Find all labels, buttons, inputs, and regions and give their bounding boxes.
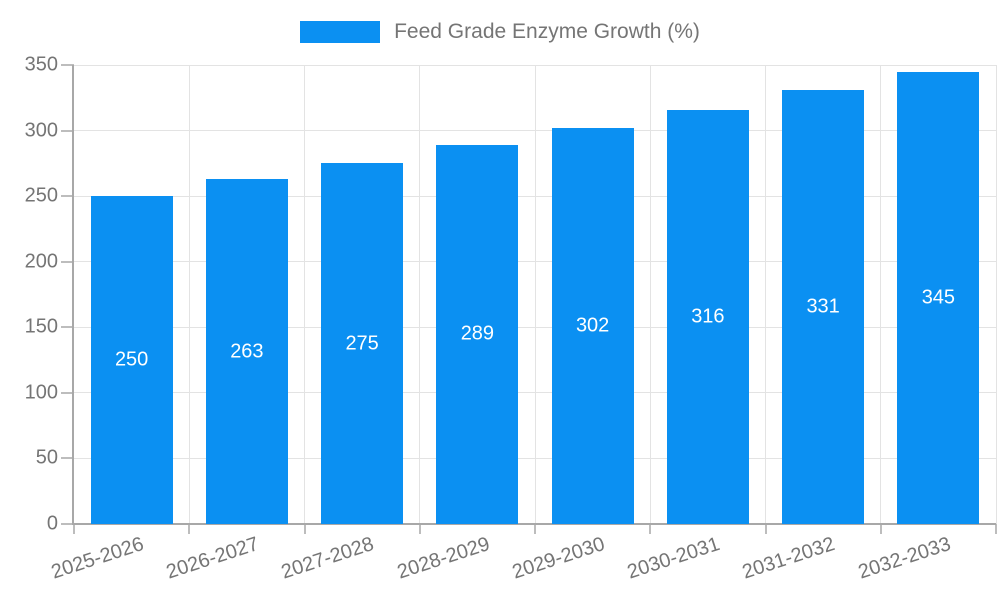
bar-value-label: 316: [691, 305, 725, 328]
bar-value-label: 250: [114, 348, 149, 371]
y-tick-label: 200: [24, 250, 58, 273]
legend[interactable]: Feed Grade Enzyme Growth (%): [0, 17, 1000, 47]
x-tick-label: 2028-2029: [394, 533, 493, 584]
bar: 289: [436, 144, 519, 524]
y-axis-tick: [61, 523, 74, 525]
x-axis-tick: [73, 524, 75, 534]
bar: 345: [897, 71, 980, 524]
y-axis-tick: [61, 129, 74, 132]
gridline-vertical: [880, 65, 882, 524]
y-tick-label: 100: [24, 381, 58, 404]
y-axis-tick: [61, 326, 74, 329]
gridline-vertical: [649, 65, 651, 524]
x-tick-label: 2026-2027: [163, 533, 262, 584]
bar: 302: [551, 127, 634, 524]
y-axis-line: [72, 65, 74, 524]
x-tick-label: 2025-2026: [48, 533, 147, 584]
gridline-vertical: [765, 65, 766, 524]
bar: 316: [666, 109, 749, 524]
gridline-vertical: [188, 65, 190, 524]
x-axis-tick: [649, 524, 652, 534]
bar: 263: [205, 179, 288, 524]
bar-value-label: 302: [575, 314, 610, 337]
gridline-vertical: [995, 65, 997, 524]
y-axis-tick: [61, 391, 74, 394]
x-axis-tick: [418, 524, 421, 534]
x-axis-tick: [879, 524, 882, 534]
y-tick-label: 50: [35, 446, 58, 469]
y-tick-label: 250: [24, 184, 58, 207]
legend-swatch: [300, 21, 381, 43]
y-tick-label: 300: [24, 119, 58, 142]
x-axis-line: [72, 523, 996, 525]
gridline-vertical: [304, 65, 305, 524]
x-axis-tick: [303, 524, 306, 534]
bar-value-label: 263: [230, 340, 264, 363]
bar: 331: [782, 89, 865, 524]
bar-value-label: 289: [460, 322, 495, 345]
x-axis-tick: [764, 524, 767, 534]
y-tick-label: 150: [24, 315, 58, 338]
x-tick-label: 2030-2031: [624, 533, 723, 584]
y-axis-tick: [61, 64, 74, 66]
x-axis-tick: [995, 524, 997, 534]
legend-label: Feed Grade Enzyme Growth (%): [394, 20, 700, 43]
gridline-vertical: [419, 65, 421, 524]
x-tick-label: 2027-2028: [279, 533, 377, 584]
bar: 275: [321, 163, 404, 524]
y-axis-tick: [61, 260, 74, 263]
bar-value-label: 275: [345, 332, 379, 355]
bar-value-label: 331: [806, 295, 840, 318]
x-tick-label: 2031-2032: [740, 533, 838, 584]
gridline-vertical: [534, 65, 536, 524]
y-axis-tick: [61, 195, 74, 198]
x-axis-tick: [188, 524, 191, 534]
bar: 250: [90, 196, 173, 524]
y-tick-label: 350: [24, 53, 58, 76]
bar-value-label: 345: [921, 286, 956, 309]
y-tick-label: 0: [46, 512, 58, 535]
x-tick-label: 2032-2033: [855, 533, 954, 584]
x-tick-label: 2029-2030: [509, 533, 608, 584]
y-axis-tick: [61, 457, 74, 460]
x-axis-tick: [534, 524, 536, 534]
